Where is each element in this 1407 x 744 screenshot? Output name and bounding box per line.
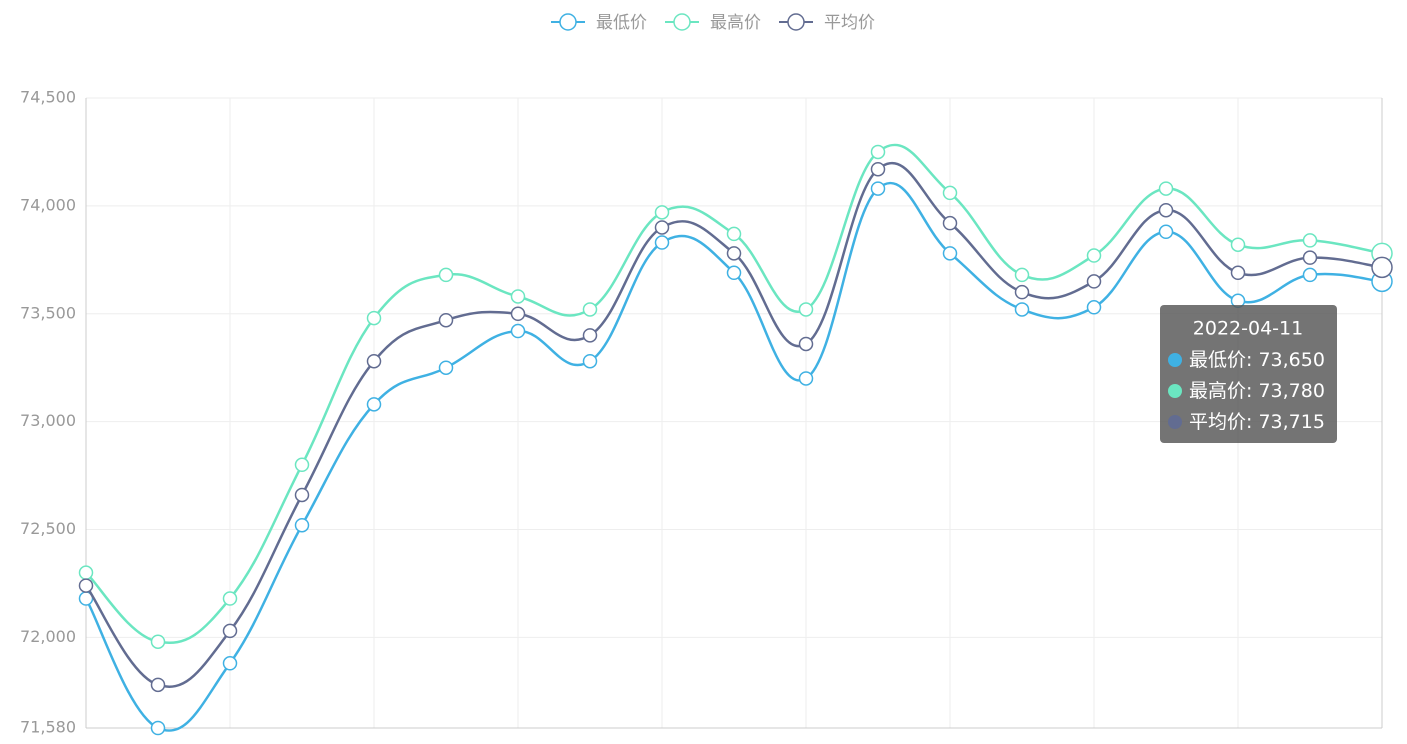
data-point (150, 720, 166, 736)
data-point (222, 656, 238, 671)
data-point (1230, 237, 1246, 252)
tooltip-series-name: 最高价 (1189, 380, 1246, 402)
y-tick-label: 73,500 (20, 303, 76, 322)
data-point (510, 306, 526, 322)
data-point (726, 265, 742, 281)
data-point (510, 323, 526, 339)
data-point (582, 302, 598, 317)
y-tick-label: 74,500 (20, 88, 76, 107)
tooltip-value: 73,780 (1258, 380, 1324, 402)
data-point (942, 185, 958, 201)
data-point (438, 267, 454, 283)
data-point (942, 215, 958, 231)
data-point (78, 565, 94, 580)
tooltip-value: 73,650 (1258, 349, 1324, 371)
y-tick-label: 73,000 (20, 411, 76, 430)
legend-icon-circle (673, 13, 691, 31)
data-point (366, 310, 382, 326)
data-point (1371, 256, 1393, 279)
data-point (438, 312, 454, 328)
data-point (1014, 302, 1030, 317)
tooltip-title: 2022-04-11 (1193, 318, 1303, 340)
data-point (654, 220, 670, 235)
tooltip-separator: : (1246, 380, 1258, 402)
data-point (294, 517, 310, 533)
data-point (1086, 274, 1102, 289)
data-point (870, 161, 886, 177)
data-point (294, 457, 310, 473)
legend-icon-circle (559, 13, 577, 31)
tooltip-series-name: 平均价 (1189, 411, 1246, 433)
data-point (942, 246, 958, 261)
data-point (798, 336, 814, 352)
data-point (1158, 181, 1174, 196)
legend-label: 最低价 (596, 13, 647, 33)
data-point (798, 371, 814, 386)
data-point (150, 677, 166, 693)
data-point (726, 226, 742, 242)
y-tick-label: 71,580 (20, 718, 76, 737)
data-point (1086, 300, 1102, 315)
data-point (222, 591, 238, 606)
tooltip-item: 最低价: 73,650 (1189, 349, 1325, 371)
data-point (1302, 267, 1318, 283)
legend-label: 平均价 (824, 13, 875, 33)
data-point (654, 205, 670, 220)
data-point (1230, 265, 1246, 281)
tooltip: 2022-04-11 最低价: 73,650 最高价: 73,780 平均价: 73,… (1160, 305, 1337, 443)
y-tick-label: 74,000 (20, 195, 76, 214)
data-point (1014, 267, 1030, 283)
tooltip-dot (1168, 353, 1182, 367)
tooltip-dot (1168, 415, 1182, 429)
legend-icon-circle (787, 13, 805, 31)
y-tick-label: 72,500 (20, 519, 76, 538)
data-point (366, 397, 382, 412)
data-point (582, 328, 598, 343)
data-point (1302, 233, 1318, 248)
data-point (798, 302, 814, 317)
data-point (1158, 224, 1174, 240)
data-point (726, 246, 742, 261)
data-point (1014, 284, 1030, 300)
data-point (294, 487, 310, 503)
data-point (870, 144, 886, 160)
tooltip-series-name: 最低价 (1189, 349, 1246, 371)
y-tick-label: 72,000 (20, 627, 76, 646)
legend-label: 最高价 (710, 13, 761, 33)
tooltip-box (1160, 305, 1337, 443)
tooltip-item: 最高价: 73,780 (1189, 380, 1325, 402)
data-point (582, 353, 598, 369)
data-point (870, 181, 886, 196)
tooltip-value: 73,715 (1258, 411, 1324, 433)
data-point (1302, 250, 1318, 265)
tooltip-item: 平均价: 73,715 (1189, 411, 1325, 433)
data-point (1086, 248, 1102, 263)
data-point (510, 289, 526, 304)
data-point (78, 578, 94, 593)
data-point (222, 623, 238, 639)
data-point (1158, 202, 1174, 218)
data-point (366, 353, 382, 369)
tooltip-separator: : (1246, 349, 1258, 371)
tooltip-dot (1168, 384, 1182, 398)
data-point (654, 235, 670, 250)
series-line (84, 181, 1383, 732)
data-point (438, 360, 454, 375)
data-point (150, 634, 166, 649)
tooltip-separator: : (1246, 411, 1258, 433)
